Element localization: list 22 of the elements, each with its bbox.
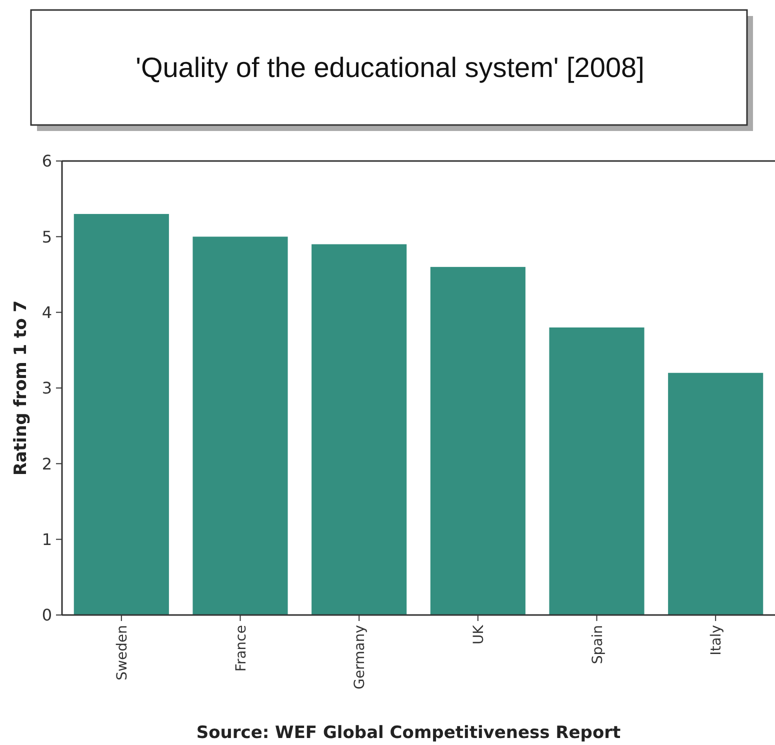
y-tick-label: 6: [42, 152, 52, 171]
bar: [192, 236, 288, 615]
y-tick-label: 2: [42, 454, 52, 474]
y-tick-label: 5: [42, 227, 52, 246]
x-tick-label: Italy: [708, 625, 725, 656]
source-note: Source: WEF Global Competitiveness Report: [196, 723, 621, 743]
x-tick-label: Sweden: [114, 625, 130, 680]
y-tick-label: 1: [42, 530, 52, 549]
x-tick-label: France: [233, 625, 250, 672]
bar: [668, 372, 764, 615]
chart-title: 'Quality of the educational system' [2008]: [134, 51, 646, 85]
y-tick-label: 0: [42, 606, 52, 625]
bar: [549, 327, 644, 615]
bar: [430, 266, 526, 615]
y-tick-label: 4: [42, 302, 52, 322]
x-tick-label: UK: [470, 624, 487, 644]
x-tick-label: Spain: [590, 625, 606, 664]
bar: [312, 244, 407, 615]
y-axis-title: Rating from 1 to 7: [11, 300, 31, 476]
y-tick-label: 3: [42, 378, 52, 398]
x-tick-label: Germany: [352, 625, 368, 690]
bar: [74, 214, 169, 615]
